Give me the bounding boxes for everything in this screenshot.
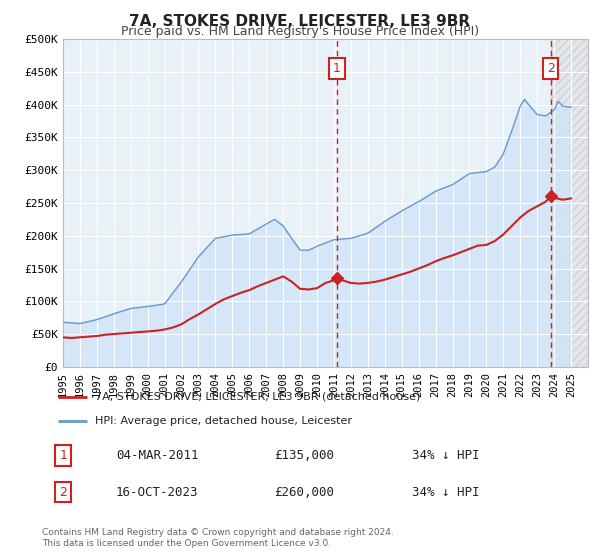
Text: 04-MAR-2011: 04-MAR-2011 bbox=[116, 449, 199, 462]
Text: 16-OCT-2023: 16-OCT-2023 bbox=[116, 486, 199, 498]
Text: 2: 2 bbox=[547, 62, 554, 75]
Text: 34% ↓ HPI: 34% ↓ HPI bbox=[412, 449, 479, 462]
Text: 2: 2 bbox=[59, 486, 67, 498]
Text: £260,000: £260,000 bbox=[274, 486, 334, 498]
Text: £135,000: £135,000 bbox=[274, 449, 334, 462]
Text: 7A, STOKES DRIVE, LEICESTER, LE3 9BR (detached house): 7A, STOKES DRIVE, LEICESTER, LE3 9BR (de… bbox=[95, 392, 420, 402]
Text: This data is licensed under the Open Government Licence v3.0.: This data is licensed under the Open Gov… bbox=[42, 539, 331, 548]
Text: HPI: Average price, detached house, Leicester: HPI: Average price, detached house, Leic… bbox=[95, 416, 352, 426]
Text: 34% ↓ HPI: 34% ↓ HPI bbox=[412, 486, 479, 498]
Text: Price paid vs. HM Land Registry's House Price Index (HPI): Price paid vs. HM Land Registry's House … bbox=[121, 25, 479, 38]
Text: 7A, STOKES DRIVE, LEICESTER, LE3 9BR: 7A, STOKES DRIVE, LEICESTER, LE3 9BR bbox=[130, 14, 470, 29]
Text: 1: 1 bbox=[333, 62, 341, 75]
Text: Contains HM Land Registry data © Crown copyright and database right 2024.: Contains HM Land Registry data © Crown c… bbox=[42, 528, 394, 536]
Polygon shape bbox=[551, 39, 588, 367]
Text: 1: 1 bbox=[59, 449, 67, 462]
